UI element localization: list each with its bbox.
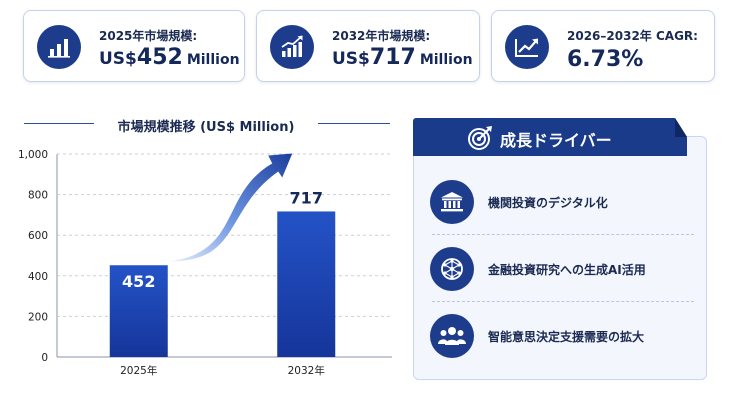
growth-arrow xyxy=(170,153,293,262)
kpi-card-2032: 2032年市場規模: US$717 Million xyxy=(256,10,480,82)
kpi-value: US$717 Million xyxy=(332,45,473,70)
bar-chart-icon xyxy=(37,25,81,69)
growth-drivers-title: 成長ドライバー xyxy=(500,131,612,150)
driver-item: 智能意思決定支援需要の拡大 xyxy=(430,313,696,359)
trend-up-icon xyxy=(505,25,549,69)
chart-title: 市場規模推移 (US$ Million) xyxy=(117,120,295,135)
divider xyxy=(432,301,694,302)
header-fold xyxy=(675,118,687,137)
kpi-value: US$452 Million xyxy=(99,45,240,70)
bar xyxy=(277,211,336,357)
bar xyxy=(109,265,168,357)
team-icon xyxy=(430,314,474,358)
kpi-value: 6.73% xyxy=(567,47,644,72)
driver-text: 機関投資のデジタル化 xyxy=(488,196,608,210)
kpi-label: 2032年市場規模: xyxy=(332,29,431,43)
target-icon xyxy=(468,126,492,150)
bank-icon xyxy=(430,180,474,224)
title-rule-right xyxy=(318,123,390,124)
x-tick-label: 2032年 xyxy=(288,364,325,377)
title-rule-left xyxy=(24,123,94,124)
growth-chart-icon xyxy=(270,25,314,69)
driver-item: 機関投資のデジタル化 xyxy=(430,179,696,225)
y-tick-label: 600 xyxy=(28,230,48,242)
y-tick-label: 1,000 xyxy=(18,149,48,161)
y-tick-label: 0 xyxy=(41,352,48,364)
kpi-label: 2026–2032年 CAGR: xyxy=(567,29,698,43)
y-tick-label: 200 xyxy=(28,311,48,323)
divider xyxy=(432,234,694,235)
growth-drivers-header xyxy=(413,118,687,156)
y-tick-label: 800 xyxy=(28,190,48,202)
x-tick-label: 2025年 xyxy=(120,364,157,377)
kpi-card-cagr: 2026–2032年 CAGR: 6.73% xyxy=(491,10,715,82)
kpi-card-2025: 2025年市場規模: US$452 Million xyxy=(23,10,245,82)
data-label: 717 xyxy=(290,188,323,207)
data-label: 452 xyxy=(122,272,155,291)
kpi-label: 2025年市場規模: xyxy=(99,29,198,43)
driver-item: 金融投資研究への生成AI活用 xyxy=(430,246,696,292)
driver-text: 金融投資研究への生成AI活用 xyxy=(488,263,646,277)
driver-text: 智能意思決定支援需要の拡大 xyxy=(488,330,645,344)
y-tick-label: 400 xyxy=(28,271,48,283)
network-brain-icon xyxy=(430,247,474,291)
